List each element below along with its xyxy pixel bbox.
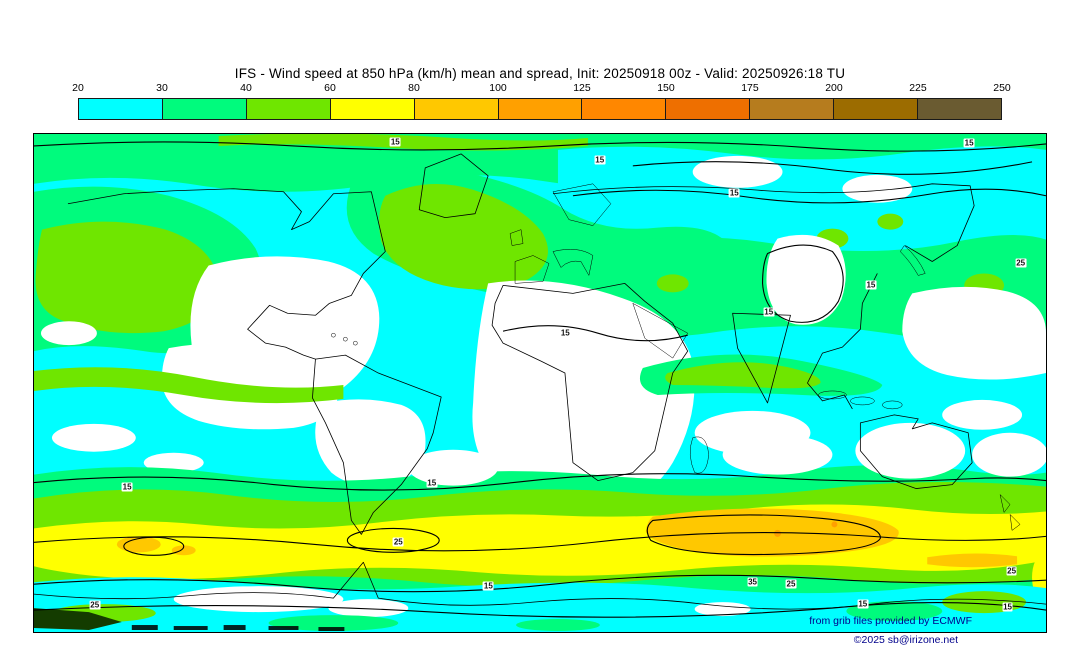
colorbar-tick: 20: [72, 82, 84, 94]
calm-region-pacific-patch: [143, 452, 204, 473]
colorbar-tick: 125: [573, 82, 591, 94]
colorbar-segment: [666, 99, 751, 119]
calm-region-pacific-patch: [51, 423, 136, 452]
colorbar-segment: [498, 99, 583, 119]
contour-label: 15: [426, 478, 438, 488]
contour-label: 25: [89, 600, 101, 610]
colorbar-tick: 200: [825, 82, 843, 94]
wind-region-antarctic-green: [268, 615, 399, 632]
coastlines: [34, 153, 1046, 610]
contour-label: 15: [857, 599, 869, 609]
wind-region-jet-core-left: [116, 536, 161, 553]
wind-region-100-125-spot: [774, 529, 782, 537]
colorbar-tick: 40: [240, 82, 252, 94]
colorbar-segment: [79, 99, 163, 119]
colorbar-segment: [162, 99, 247, 119]
colorbar-segment: [246, 99, 331, 119]
wind-region-30-40-arctic: [34, 134, 1046, 192]
contour-label: 25: [1015, 258, 1027, 268]
calm-region-nw-pacific: [902, 286, 1046, 380]
contour-label: 15: [865, 280, 877, 290]
colorbar-tick: 100: [489, 82, 507, 94]
calm-region-southern-ocean: [694, 602, 751, 617]
wind-region-arctic-streak: [218, 134, 588, 151]
calm-region-arctic-patch: [692, 155, 783, 188]
calm-region-south-indian: [722, 434, 833, 475]
colorbar-tick: 225: [909, 82, 927, 94]
wind-region-siberia-cyan: [557, 146, 1046, 231]
attribution-source: from grib files provided by ECMWF: [809, 615, 972, 627]
colorbar-tick: 80: [408, 82, 420, 94]
calm-region-southern-ocean: [328, 599, 409, 618]
calm-region-south-atlantic: [408, 449, 499, 486]
colorbar-segment: [834, 99, 919, 119]
colorbar-tick: 150: [657, 82, 675, 94]
contour-label: 25: [392, 537, 404, 547]
colorbar-segment: [414, 99, 499, 119]
colorbar-segment: [918, 99, 1001, 119]
calm-region-arctic-patch: [842, 174, 913, 203]
colorbar-tick: 175: [741, 82, 759, 94]
antarctic-contour-dashes: [131, 625, 345, 632]
wind-region-antarctic-green: [846, 601, 943, 622]
colorbar-segment: [330, 99, 415, 119]
wind-region-100-125-spot: [831, 521, 838, 528]
colorbar-scale: [78, 98, 1002, 120]
contour-label: 15: [1002, 602, 1013, 612]
contour-label: 25: [785, 579, 797, 589]
colorbar-tick: 60: [324, 82, 336, 94]
contour-label: 15: [728, 188, 740, 198]
contour-labels-layer: 15 15 15 15 15 25 15 15 15 15 25 35 25 15 25 25 15 15: [34, 134, 1046, 632]
contour-label: 25: [1006, 566, 1018, 576]
calm-region-south-pacific-east: [972, 432, 1046, 477]
wind-speed-contour-plot: [34, 134, 1046, 632]
calm-region-pacific-patch: [40, 321, 97, 346]
colorbar: 20 30 40 60 80 100 125 150 175 200 225 2…: [72, 82, 1011, 120]
colorbar-tick: 250: [993, 82, 1011, 94]
contour-label: 35: [747, 577, 758, 587]
contour-label: 15: [763, 307, 775, 317]
spread-contours: [34, 141, 1046, 618]
calm-region-central-asia: [766, 234, 846, 325]
contour-label: 15: [482, 581, 494, 591]
wind-region-antarctic-green: [516, 619, 600, 632]
wind-region-jet-core-right: [927, 553, 1018, 568]
calm-region-west-pacific: [942, 399, 1023, 430]
colorbar-tick: 30: [156, 82, 168, 94]
wind-region-europe-patch: [656, 274, 689, 293]
world-wind-map: 15 15 15 15 15 25 15 15 15 15 25 35 25 15 25 25 15 15: [33, 133, 1047, 633]
contour-label: 15: [121, 482, 133, 492]
wind-region-east-asia-patch: [877, 213, 904, 230]
colorbar-tick-labels: 20 30 40 60 80 100 125 150 175 200 225 2…: [72, 82, 1011, 96]
wind-region-monsoon-core: [665, 362, 821, 389]
wind-region-south-pacific-streak: [34, 367, 344, 404]
calm-region-south-america: [315, 399, 426, 487]
calm-region-australia: [855, 422, 966, 479]
contour-label: 15: [559, 328, 571, 338]
wind-region-bottom-left-dark: [34, 608, 122, 631]
page-title: IFS - Wind speed at 850 hPa (km/h) mean …: [234, 66, 846, 81]
calm-region-africa-arabia: [472, 280, 695, 511]
wind-region-ne-pacific-core: [35, 221, 220, 334]
wind-region-jet-core-left: [171, 545, 196, 556]
contour-label: 15: [389, 137, 401, 147]
attribution-copyright: ©2025 sb@irizone.net: [853, 634, 958, 646]
contour-label: 15: [963, 138, 975, 148]
colorbar-segment: [750, 99, 835, 119]
colorbar-segment: [582, 99, 667, 119]
contour-label: 15: [594, 155, 606, 165]
